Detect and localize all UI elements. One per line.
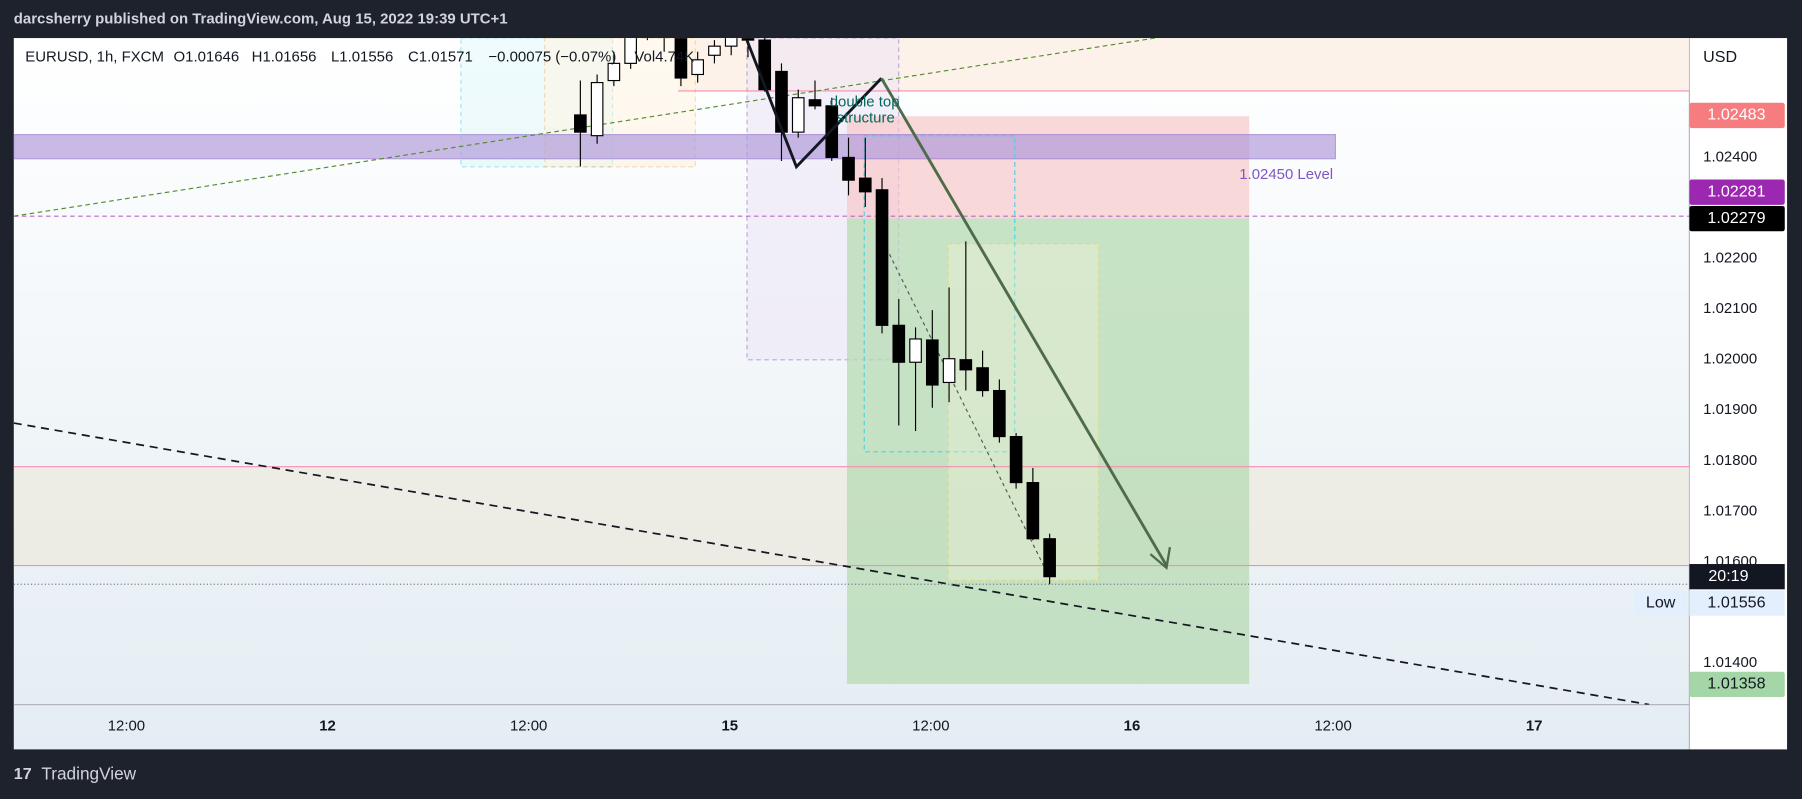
header: darcsherry published on TradingView.com,… (14, 11, 508, 28)
annotation: double top (830, 93, 900, 110)
y-tick-label: 1.01800 (1703, 452, 1757, 469)
candle-body (909, 338, 922, 363)
candles (574, 38, 1056, 585)
symbol: EURUSD, 1h, FXCM (25, 49, 164, 66)
low-label-box (1634, 590, 1688, 616)
pattern (745, 39, 1172, 571)
candle-body (959, 359, 973, 371)
footer-bar (0, 749, 1802, 799)
candle-body (574, 114, 587, 133)
price-label: 1.02279 (1707, 209, 1765, 227)
y-tick-label: 1.01400 (1703, 654, 1757, 671)
logo-mark: 17 (14, 765, 32, 783)
low-label: Low (1646, 593, 1676, 611)
candle-body (976, 367, 989, 392)
arrow-head (1149, 546, 1172, 571)
candle-body (590, 81, 604, 137)
price-label: 1.02281 (1707, 182, 1765, 200)
x-tick-label: 16 (1124, 717, 1141, 734)
candle-body (791, 97, 805, 133)
candle-body (775, 70, 788, 133)
candle-body (942, 358, 956, 384)
candle-body (1009, 436, 1023, 484)
candle-body (691, 59, 704, 76)
candle-body (875, 189, 889, 326)
x-tick-label: 12:00 (912, 717, 949, 734)
low-value: 1.01556 (1707, 593, 1765, 611)
countdown: 20:19 (1708, 567, 1748, 585)
low-value-box (1689, 590, 1785, 616)
legend-value: Vol4.74K (634, 49, 694, 66)
candle-body (993, 389, 1006, 438)
candle-body (1026, 482, 1040, 540)
x-tick-label: 12:00 (510, 717, 547, 734)
box (947, 243, 1100, 582)
price-label-box (1689, 179, 1785, 205)
candle-body (1043, 538, 1056, 578)
box (863, 135, 1016, 453)
legend-value: H1.01656 (252, 49, 317, 66)
x-tick-label: 12:00 (1314, 717, 1351, 734)
price-label: 1.01358 (1707, 675, 1765, 693)
currency: USD (1703, 48, 1737, 66)
candle-body (758, 39, 772, 91)
legend-value: O1.01646 (174, 49, 240, 66)
trend-line (879, 235, 1049, 576)
candle-body (624, 38, 637, 64)
trend-line (13, 422, 1650, 705)
candle-body (724, 38, 738, 47)
legend: EURUSD, 1h, FXCM O1.01646 H1.01656 L1.01… (25, 49, 694, 66)
footer: TradingView (41, 763, 136, 783)
y-tick-label: 1.01700 (1703, 502, 1757, 519)
arrow (880, 77, 1168, 567)
candle-body (892, 324, 906, 363)
price-label: 1.02483 (1707, 106, 1765, 124)
axes: 1.014001.016001.017001.018001.019001.020… (13, 102, 1785, 734)
stop-zone (846, 116, 1250, 219)
x-tick-label: 15 (721, 717, 738, 734)
candle-body (842, 156, 855, 181)
level-band (13, 134, 1336, 160)
annotation: structure (837, 109, 895, 126)
y-tick-label: 1.02200 (1703, 250, 1757, 267)
legend-value: L1.01556 (331, 49, 393, 66)
y-tick-label: 1.01900 (1703, 401, 1757, 418)
candle-body (674, 38, 688, 79)
price-label-box (1689, 671, 1785, 698)
candle-body (607, 62, 621, 82)
candle-body (925, 339, 939, 386)
candle-body (858, 177, 872, 193)
drawings (13, 38, 1690, 705)
x-tick-label: 12:00 (108, 717, 145, 734)
y-tick-label: 1.02000 (1703, 351, 1757, 368)
price-axis-background (1689, 38, 1788, 750)
price-label-box (1689, 102, 1785, 129)
legend-value: C1.01571 (408, 49, 473, 66)
candle-body (808, 99, 822, 107)
x-tick-label: 12 (319, 717, 336, 734)
candle-body (708, 45, 721, 56)
y-tick-label: 1.02100 (1703, 300, 1757, 317)
x-tick-label: 17 (1526, 717, 1543, 734)
legend-value: −0.00075 (−0.07%) (488, 49, 616, 66)
countdown-box (1689, 564, 1785, 590)
annotation: 1.02450 Level (1239, 166, 1333, 183)
price-label-box (1689, 205, 1785, 232)
zigzag (745, 39, 883, 170)
y-tick-label: 1.02400 (1703, 148, 1757, 165)
